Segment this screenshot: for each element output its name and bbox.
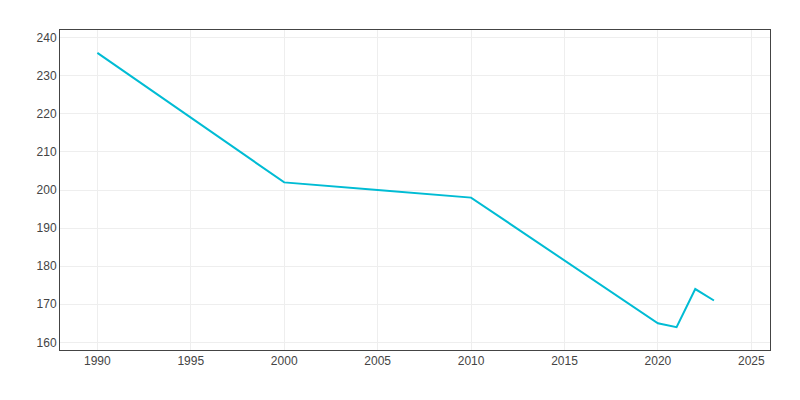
svg-text:2015: 2015	[551, 354, 578, 368]
svg-text:220: 220	[37, 107, 57, 121]
svg-text:2005: 2005	[364, 354, 391, 368]
svg-text:180: 180	[37, 259, 57, 273]
svg-text:210: 210	[37, 145, 57, 159]
svg-text:1995: 1995	[177, 354, 204, 368]
svg-text:2025: 2025	[738, 354, 765, 368]
svg-text:2020: 2020	[645, 354, 672, 368]
svg-text:230: 230	[37, 69, 57, 83]
svg-text:200: 200	[37, 183, 57, 197]
svg-text:240: 240	[37, 31, 57, 45]
svg-text:1990: 1990	[84, 354, 111, 368]
svg-text:160: 160	[37, 336, 57, 350]
svg-text:170: 170	[37, 297, 57, 311]
svg-text:2010: 2010	[458, 354, 485, 368]
svg-text:190: 190	[37, 221, 57, 235]
svg-text:2000: 2000	[271, 354, 298, 368]
